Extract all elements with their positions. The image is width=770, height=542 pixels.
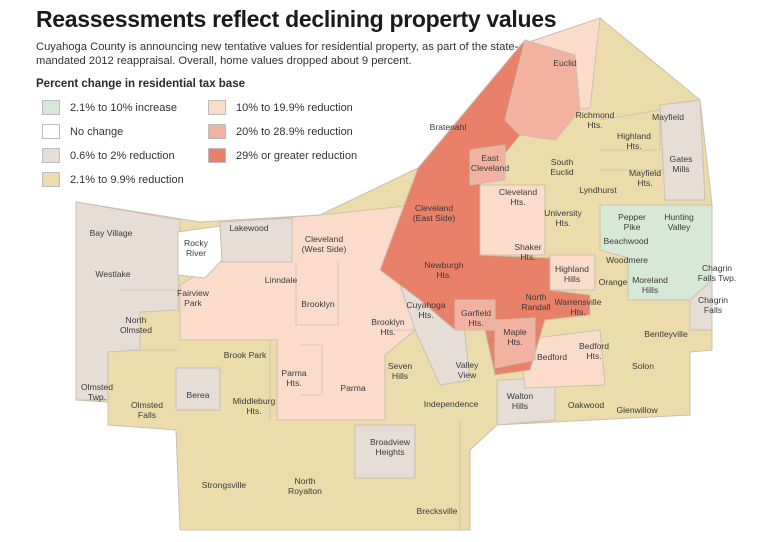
place-label-cleveland-east: Cleveland (East Side) (412, 203, 456, 223)
place-label-euclid: Euclid (553, 58, 577, 68)
place-label-pepper-pike: Pepper Pike (618, 212, 646, 232)
region-cleveland-east (379, 39, 591, 376)
legend-item: 0.6% to 2% reduction (42, 148, 175, 163)
place-label-cuyahoga-hts: Cuyahoga Hts. (406, 300, 446, 320)
place-label-north-randall: North Randall (521, 292, 551, 312)
place-label-brook-park: Brook Park (223, 350, 267, 360)
legend-swatch (42, 100, 60, 115)
region-rocky-river (177, 225, 223, 279)
place-label-brooklyn: Brooklyn (301, 299, 335, 309)
place-label-garfield-hts: Garfield Hts. (460, 308, 492, 328)
place-label-fairview-park: Fairview Park (177, 288, 209, 308)
legend-swatch (208, 100, 226, 115)
place-label-rocky-river: Rocky River (184, 238, 208, 258)
region-maple-hts (494, 317, 536, 369)
place-label-bratenahl: Bratenahl (429, 122, 467, 132)
region-broadview (354, 424, 416, 479)
place-label-bay-village: Bay Village (89, 228, 133, 238)
legend-item: 20% to 28.9% reduction (208, 124, 353, 139)
map-title: Reassessments reflect declining property… (36, 6, 557, 32)
place-label-lyndhurst: Lyndhurst (579, 185, 617, 195)
place-label-beachwood: Beachwood (603, 236, 649, 246)
region-lakewood (219, 217, 293, 263)
legend-label: 0.6% to 2% reduction (70, 149, 175, 162)
region-berea (175, 367, 221, 411)
place-label-university-hts: University Hts. (544, 208, 582, 228)
place-label-broadview-hts: Broadview Heights (369, 437, 411, 457)
place-label-olmsted-twp: Olmsted Twp. (81, 382, 113, 402)
legend-label: 2.1% to 10% increase (70, 101, 178, 114)
place-label-bentleyville: Bentleyville (644, 329, 688, 339)
place-label-walton-hills: Walton Hills (506, 391, 534, 411)
legend-label: 10% to 19.9% reduction (236, 101, 353, 114)
legend-label: 20% to 28.9% reduction (236, 125, 353, 138)
place-label-chagrin-falls-twp: Chagrin Falls Twp. (697, 263, 737, 283)
place-label-hunting-valley: Hunting Valley (664, 212, 694, 232)
place-label-strongsville: Strongsville (201, 480, 247, 490)
legend-item: 2.1% to 10% increase (42, 100, 177, 115)
place-label-moreland-hills: Moreland Hills (632, 275, 668, 295)
place-label-north-olmsted: North Olmsted (120, 315, 152, 335)
region-bedford (519, 329, 606, 389)
legend: 2.1% to 10% increase No change 0.6% to 2… (42, 100, 402, 192)
place-label-east-cleveland: East Cleveland (470, 153, 510, 173)
place-label-independence: Independence (423, 399, 479, 409)
place-label-valley-view: Valley View (455, 360, 479, 380)
place-label-shaker-hts: Shaker Hts. (514, 242, 542, 262)
legend-swatch (208, 148, 226, 163)
place-label-cleveland-hts: Cleveland Hts. (498, 187, 538, 207)
place-label-olmsted-falls: Olmsted Falls (131, 400, 163, 420)
place-label-newburgh-hts: Newburgh Hts. (424, 260, 464, 280)
place-label-westlake: Westlake (95, 269, 131, 279)
region-east-cleveland (469, 144, 506, 186)
place-label-maple-hts: Maple Hts. (503, 327, 527, 347)
place-label-richmond-hts: Richmond Hts. (575, 110, 615, 130)
place-label-chagrin-falls: Chagrin Falls (697, 295, 729, 315)
legend-label: 2.1% to 9.9% reduction (70, 173, 184, 186)
place-label-mayfield-hts: Mayfield Hts. (629, 168, 661, 188)
municipal-boundaries (120, 109, 665, 530)
place-label-parma: Parma (340, 383, 366, 393)
legend-item: No change (42, 124, 123, 139)
legend-swatch (42, 124, 60, 139)
legend-item: 2.1% to 9.9% reduction (42, 172, 184, 187)
place-label-mayfield: Mayfield (652, 112, 684, 122)
legend-item: 10% to 19.9% reduction (208, 100, 353, 115)
place-label-brooklyn-hts: Brooklyn Hts. (371, 317, 405, 337)
place-label-parma-hts: Parma Hts. (281, 368, 307, 388)
place-label-bedford: Bedford (536, 352, 568, 362)
legend-swatch (42, 148, 60, 163)
legend-title: Percent change in residential tax base (36, 78, 245, 90)
place-label-seven-hills: Seven Hills (387, 361, 413, 381)
place-label-solon: Solon (632, 361, 654, 371)
place-label-berea: Berea (186, 390, 210, 400)
legend-swatch (42, 172, 60, 187)
place-label-brecksville: Brecksville (416, 506, 458, 516)
region-green-increase (599, 204, 713, 301)
legend-label: 29% or greater reduction (236, 149, 358, 162)
region-gates-mills (659, 99, 706, 201)
place-label-highland-hts: Highland Hts. (617, 131, 651, 151)
place-label-oakwood: Oakwood (567, 400, 605, 410)
legend-swatch (208, 124, 226, 139)
place-label-bedford-hts: Bedford Hts. (578, 341, 610, 361)
place-label-linndale: Linndale (264, 275, 298, 285)
place-label-cleveland-west: Cleveland (West Side) (301, 234, 347, 254)
place-label-highland-hills: Highland Hills (555, 264, 589, 284)
map-subtitle: Cuyahoga County is announcing new tentat… (36, 41, 519, 67)
place-label-gates-mills: Gates Mills (669, 154, 693, 174)
place-label-warrensville-hts: Warrensville Hts. (554, 297, 602, 317)
place-label-north-royalton: North Royalton (288, 476, 322, 496)
place-label-woodmere: Woodmere (606, 255, 648, 265)
place-label-glenwillow: Glenwillow (616, 405, 658, 415)
place-label-orange: Orange (598, 277, 628, 287)
legend-item: 29% or greater reduction (208, 148, 357, 163)
place-label-south-euclid: South Euclid (550, 157, 574, 177)
place-label-middleburg-hts: Middleburg Hts. (232, 396, 276, 416)
place-label-lakewood: Lakewood (229, 223, 269, 233)
legend-label: No change (70, 125, 124, 138)
